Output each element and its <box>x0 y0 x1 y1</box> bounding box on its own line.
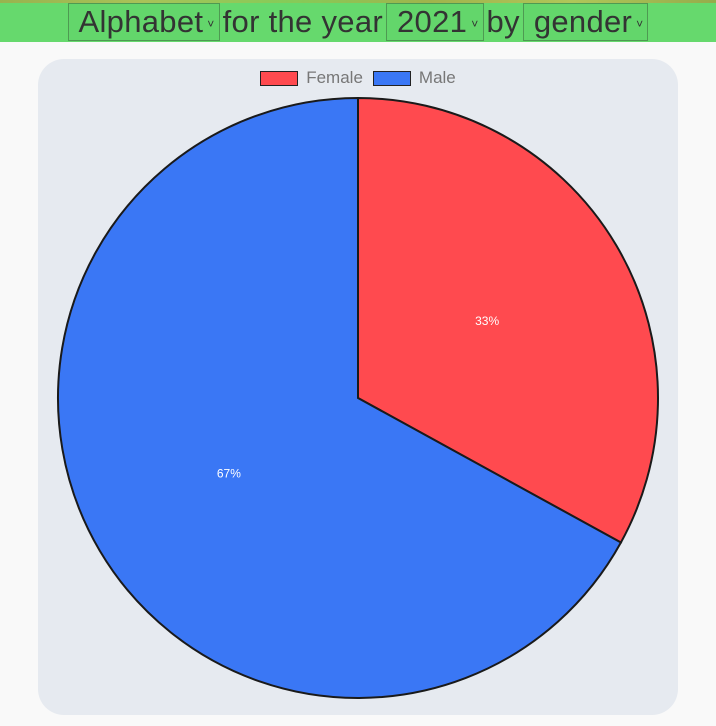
legend-label-female: Female <box>306 68 363 87</box>
company-select-value: Alphabet <box>78 4 204 39</box>
company-select[interactable]: Alphabet ˅ <box>67 3 220 41</box>
group-select-value: gender <box>533 4 633 39</box>
chevron-down-icon: ˅ <box>207 17 215 31</box>
header-decoration <box>0 0 716 3</box>
filter-bar: Alphabet ˅ for the year 2021 ˅ by gender… <box>0 0 716 42</box>
legend-label-male: Male <box>418 68 456 87</box>
legend-item-male[interactable]: Male <box>372 68 456 88</box>
pie-labels: 33% 67% <box>217 314 500 481</box>
year-select-value: 2021 <box>397 4 468 39</box>
year-prefix-text: for the year <box>222 4 384 39</box>
legend-item-female[interactable]: Female <box>260 68 363 88</box>
year-select[interactable]: 2021 ˅ <box>386 3 484 41</box>
legend-swatch-female <box>260 70 299 86</box>
chevron-down-icon: ˅ <box>471 17 479 31</box>
pie-slices <box>57 96 659 699</box>
pie-slice-male[interactable] <box>57 96 623 699</box>
chart-legend: Female Male <box>38 66 678 90</box>
by-text: by <box>486 4 520 39</box>
chevron-down-icon: ˅ <box>636 17 644 31</box>
pie-slice-female[interactable] <box>357 96 659 544</box>
pie-label-female: 33% <box>475 314 499 328</box>
legend-swatch-male <box>372 70 411 86</box>
pie-label-male: 67% <box>217 467 241 481</box>
group-select[interactable]: gender ˅ <box>522 3 649 41</box>
